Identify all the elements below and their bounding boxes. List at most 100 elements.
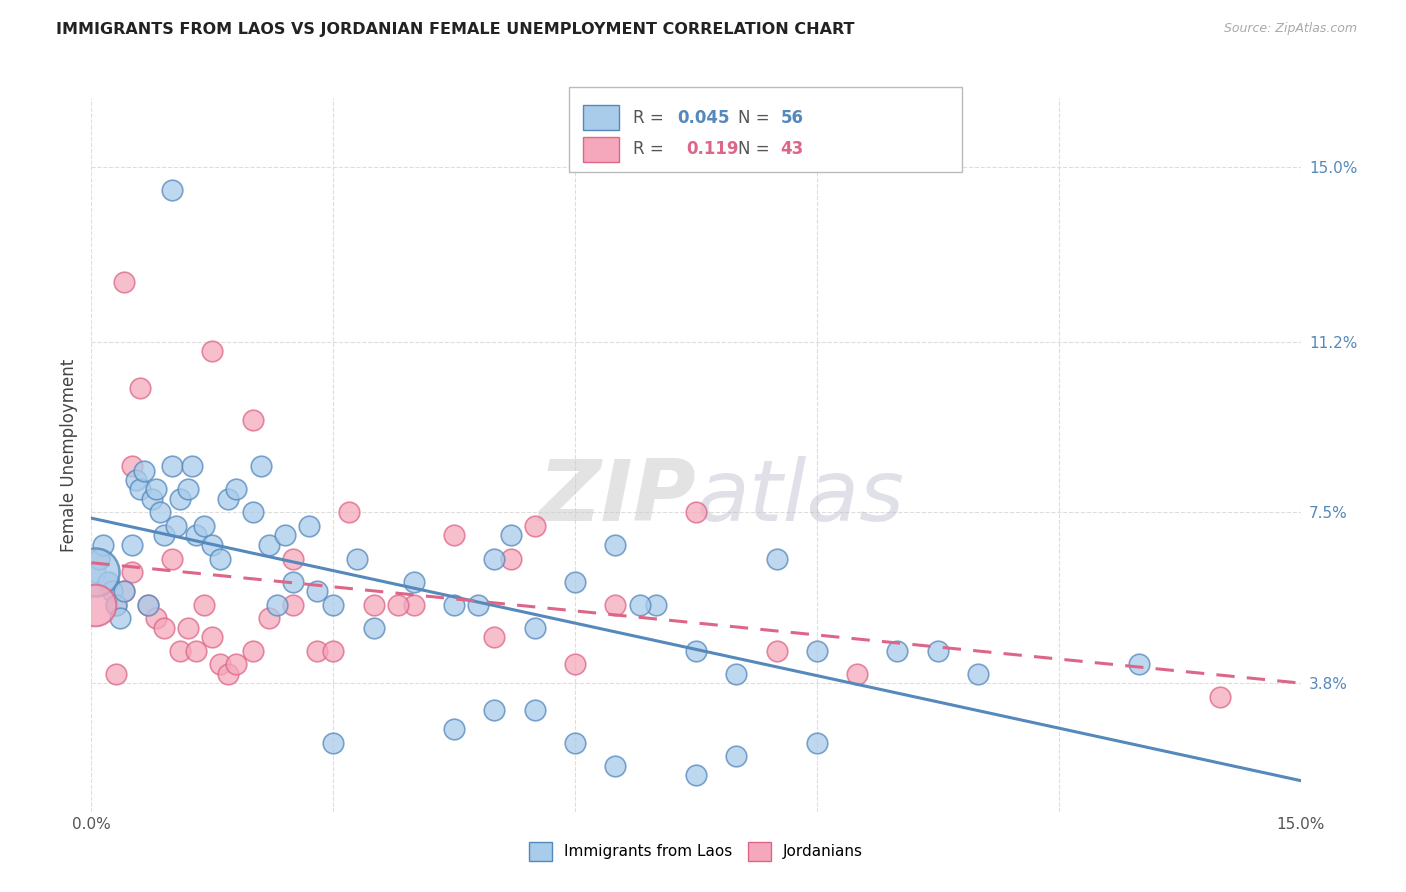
Point — [89, 551, 111, 566]
Point — [337, 506, 360, 520]
Point — [125, 473, 148, 487]
Point — [96, 574, 118, 589]
Point — [886, 643, 908, 657]
Point — [177, 621, 200, 635]
Text: R =: R = — [633, 140, 673, 158]
Point — [145, 611, 167, 625]
Point — [225, 483, 247, 497]
Point — [145, 483, 167, 497]
Point — [605, 598, 627, 612]
Point — [274, 528, 297, 542]
Point — [193, 598, 215, 612]
Point — [217, 666, 239, 681]
Point — [685, 768, 707, 782]
Text: Source: ZipAtlas.com: Source: ZipAtlas.com — [1223, 22, 1357, 36]
Point — [160, 551, 183, 566]
Point — [725, 666, 748, 681]
Point — [153, 528, 176, 542]
Point — [266, 598, 288, 612]
Point — [177, 483, 200, 497]
Point — [104, 666, 127, 681]
Point — [499, 551, 522, 566]
Point — [193, 519, 215, 533]
Legend: Immigrants from Laos, Jordanians: Immigrants from Laos, Jordanians — [522, 834, 870, 868]
Point — [443, 528, 465, 542]
Point — [402, 574, 425, 589]
Point — [564, 574, 586, 589]
Point — [209, 657, 232, 672]
Point — [725, 749, 748, 764]
Point — [307, 643, 329, 657]
Point — [104, 598, 127, 612]
Point — [846, 666, 869, 681]
Point — [242, 643, 264, 657]
Point — [499, 528, 522, 542]
Point — [257, 611, 280, 625]
Point — [141, 491, 163, 506]
Point — [169, 491, 191, 506]
Text: ZIP: ZIP — [538, 456, 696, 540]
Text: R =: R = — [633, 109, 669, 127]
Point — [128, 483, 150, 497]
Point — [201, 344, 224, 359]
Point — [484, 630, 506, 644]
Point — [112, 583, 135, 598]
Point — [628, 598, 651, 612]
Point — [484, 551, 506, 566]
Point — [467, 598, 489, 612]
Point — [225, 657, 247, 672]
Point — [1128, 657, 1150, 672]
Point — [523, 621, 546, 635]
Point — [112, 583, 135, 598]
Point — [363, 621, 385, 635]
Point — [84, 598, 107, 612]
Point — [363, 598, 385, 612]
Point — [186, 528, 208, 542]
Point — [121, 459, 143, 474]
Text: IMMIGRANTS FROM LAOS VS JORDANIAN FEMALE UNEMPLOYMENT CORRELATION CHART: IMMIGRANTS FROM LAOS VS JORDANIAN FEMALE… — [56, 22, 855, 37]
Point — [160, 183, 183, 197]
Text: 0.119: 0.119 — [686, 140, 738, 158]
Point — [685, 643, 707, 657]
Point — [402, 598, 425, 612]
Point — [112, 275, 135, 289]
Point — [165, 519, 187, 533]
Point — [281, 551, 304, 566]
Point — [242, 506, 264, 520]
Point — [605, 758, 627, 772]
Point — [201, 630, 224, 644]
Point — [806, 643, 828, 657]
Point — [967, 666, 990, 681]
Text: N =: N = — [738, 109, 775, 127]
Point — [121, 566, 143, 580]
Point — [186, 643, 208, 657]
Point — [104, 598, 127, 612]
Point — [281, 598, 304, 612]
Point — [100, 583, 122, 598]
Point — [149, 506, 172, 520]
Text: 56: 56 — [780, 109, 803, 127]
Point — [84, 566, 107, 580]
Point — [160, 459, 183, 474]
Point — [89, 551, 111, 566]
Point — [685, 506, 707, 520]
Point — [281, 574, 304, 589]
Point — [322, 598, 344, 612]
Point — [765, 551, 787, 566]
Point — [644, 598, 666, 612]
Point — [128, 381, 150, 395]
Point — [564, 736, 586, 750]
Point — [217, 491, 239, 506]
Point — [84, 566, 107, 580]
Point — [242, 413, 264, 427]
Point — [181, 459, 204, 474]
Point — [93, 538, 115, 552]
Point — [765, 643, 787, 657]
Point — [443, 722, 465, 736]
Point — [346, 551, 368, 566]
Point — [387, 598, 409, 612]
Y-axis label: Female Unemployment: Female Unemployment — [59, 359, 77, 551]
Point — [108, 611, 131, 625]
Point — [484, 703, 506, 717]
Point — [136, 598, 159, 612]
